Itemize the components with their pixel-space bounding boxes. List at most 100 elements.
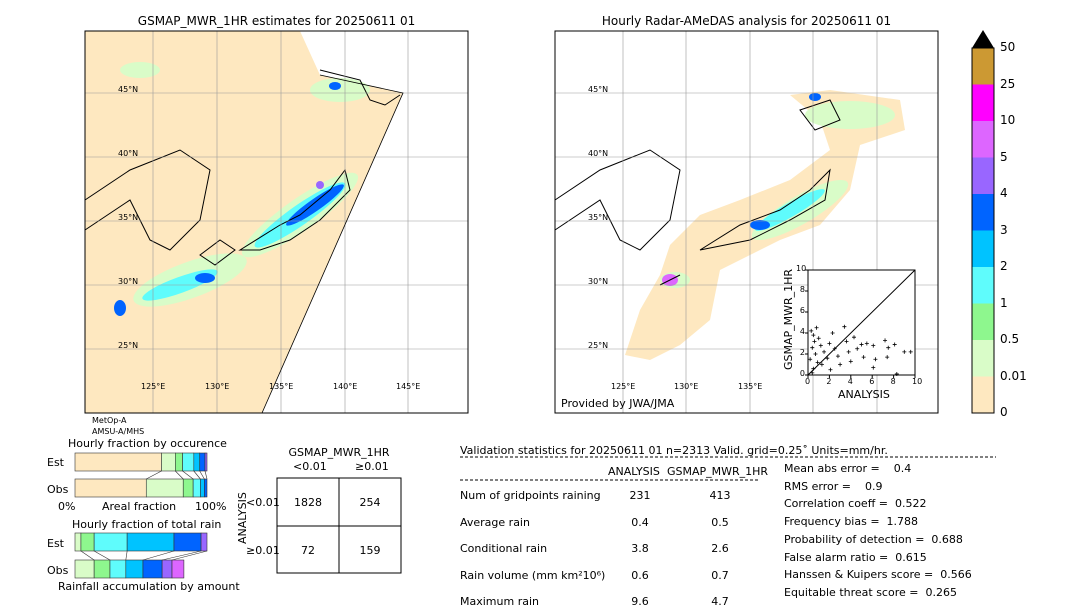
colorbar	[971, 30, 995, 414]
stat-gsmap: 4.7	[711, 595, 729, 608]
scatter-point	[886, 345, 891, 350]
scatter-point	[825, 356, 830, 361]
stat-analysis: 231	[629, 489, 651, 502]
rain-xlabel: Rainfall accumulation by amount	[58, 580, 240, 593]
scatter-point	[811, 366, 816, 371]
occ-obs-label: Obs	[47, 483, 69, 496]
colorbar-label: 5	[1000, 149, 1008, 164]
lon-label: 130°E	[205, 382, 230, 391]
table-col-1: <0.01	[293, 460, 327, 473]
scatter-point	[861, 355, 866, 360]
stat-gsmap: 2.6	[711, 542, 729, 555]
connector-line	[93, 550, 111, 561]
fraction-segment	[200, 532, 208, 552]
colorbar-label: 0	[1000, 405, 1008, 419]
scatter-point	[810, 345, 815, 350]
fraction-segment	[109, 559, 127, 579]
fraction-segment	[192, 478, 201, 498]
connector-line	[142, 550, 175, 561]
stat-analysis: 0.6	[631, 568, 649, 582]
occ-xtick-left: 0%	[58, 500, 76, 513]
x-tick-label: 2	[826, 377, 832, 386]
colorbar-label: 25	[1000, 76, 1016, 91]
fraction-segment	[175, 452, 183, 472]
scatter-point	[855, 346, 860, 351]
lon-label: 135°E	[738, 382, 763, 391]
occ-est-label: Est	[47, 456, 64, 469]
scatter-point	[810, 370, 815, 375]
colorbar-label: 4	[1000, 186, 1008, 200]
contingency-table	[276, 477, 402, 574]
lat-label: 25°N	[118, 341, 139, 350]
left-map-title: GSMAP_MWR_1HR estimates for 20250611 01	[137, 14, 416, 28]
lon-label: 145°E	[396, 382, 421, 391]
credit-text: Provided by JWA/JMA	[561, 397, 675, 410]
colorbar-label: 3	[1000, 222, 1008, 237]
lat-label: 45°N	[118, 85, 139, 94]
scatter-point	[818, 343, 823, 348]
scatter-plot	[805, 269, 916, 378]
scatter-xlabel: ANALYSIS	[838, 388, 890, 401]
table-row-2: ≥0.01	[246, 544, 280, 557]
table-cell: 72	[301, 544, 315, 557]
y-tick-label: 6	[799, 306, 805, 315]
lon-label: 135°E	[269, 382, 294, 391]
stat-analysis: 9.6	[631, 595, 649, 608]
colorbar-segment	[972, 157, 994, 194]
colorbar-segment	[972, 48, 994, 85]
score-item: False alarm ratio = 0.615	[784, 550, 927, 564]
score-item: Equitable threat score = 0.265	[784, 585, 957, 599]
diagonal-line	[807, 269, 916, 376]
y-tick-label: 4	[799, 327, 805, 336]
fraction-segment	[161, 559, 173, 579]
colorbar-segment	[972, 376, 994, 413]
colorbar-segment	[972, 230, 994, 267]
fraction-segment	[200, 478, 205, 498]
stat-label: Conditional rain	[460, 542, 548, 555]
stat-label: Num of gridpoints raining	[460, 489, 601, 502]
x-tick-label: 10	[912, 377, 923, 386]
scatter-point	[871, 365, 876, 370]
scatter-point	[846, 349, 851, 354]
rain-obs-label: Obs	[47, 564, 69, 577]
colorbar-frame	[971, 47, 995, 414]
scatter-point	[814, 325, 819, 330]
colorbar-label: 1	[1000, 295, 1008, 310]
scatter-point	[864, 341, 869, 346]
fraction-segment	[74, 532, 82, 552]
x-tick-label: 6	[869, 377, 875, 386]
fraction-segment	[145, 478, 184, 498]
stat-label: Maximum rain	[460, 595, 539, 608]
stats-col1: ANALYSIS	[608, 465, 660, 478]
scatter-ylabel: GSMAP_MWR_1HR	[782, 268, 795, 370]
fraction-segment	[93, 532, 128, 552]
fraction-segment	[80, 532, 95, 552]
y-tick-label: 8	[799, 285, 805, 294]
scatter-point	[871, 343, 876, 348]
colorbar-label: 2	[1000, 259, 1008, 273]
colorbar-extend-arrow	[972, 30, 994, 48]
scatter-point	[844, 339, 849, 344]
colorbar-label: 0.01	[1000, 368, 1027, 383]
connector-line	[175, 470, 184, 480]
x-tick-label: 8	[890, 377, 896, 386]
x-tick-label: 0	[805, 377, 811, 386]
y-tick-label: 10	[796, 264, 807, 273]
fraction-segment	[142, 559, 163, 579]
lon-label: 140°E	[333, 382, 358, 391]
score-item: RMS error = 0.9	[784, 479, 883, 493]
fraction-segment	[182, 452, 195, 472]
fraction-segment	[126, 532, 175, 552]
table-title: GSMAP_MWR_1HR	[288, 446, 390, 459]
lat-label: 30°N	[588, 277, 609, 286]
fraction-segment	[74, 452, 162, 472]
colorbar-segment	[972, 194, 994, 231]
scatter-point	[892, 342, 897, 347]
lat-label: 30°N	[118, 277, 139, 286]
scatter-point	[838, 362, 843, 367]
stat-analysis: 0.4	[631, 515, 649, 529]
scatter-point	[827, 341, 832, 346]
scatter-point	[848, 359, 853, 364]
colorbar-segment	[972, 121, 994, 158]
